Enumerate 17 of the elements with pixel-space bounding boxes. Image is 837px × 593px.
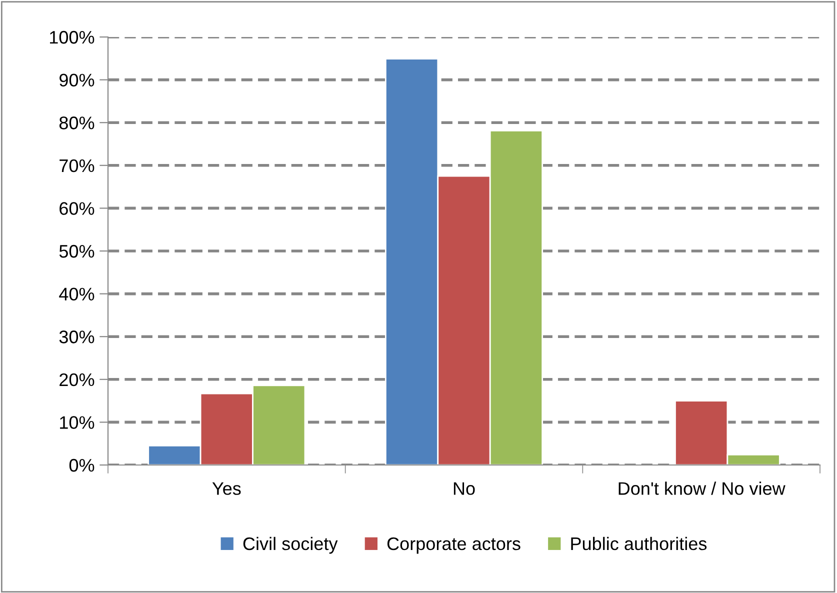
y-tick-label: 10% — [60, 416, 94, 429]
y-tick-label: 30% — [59, 330, 94, 344]
y-tick-label: 100% — [50, 30, 94, 44]
y-tick-label: 40% — [59, 288, 94, 301]
y-tick-label: 50% — [59, 244, 94, 258]
legend-label: Civil society — [243, 536, 338, 554]
y-tick-label: 70% — [60, 159, 94, 172]
legend-label: Corporate actors — [387, 537, 520, 554]
legend-label: Public authorities — [571, 536, 707, 550]
x-tick-label: No — [454, 482, 475, 495]
x-tick-label: Yes — [212, 482, 241, 495]
y-tick-label: 80% — [59, 116, 94, 130]
y-tick-label: 60% — [60, 202, 94, 215]
y-tick-label: 0% — [69, 458, 94, 472]
y-tick-label: 20% — [60, 373, 94, 386]
y-tick-label: 90% — [60, 74, 94, 87]
x-tick-label: Don't know / No view — [618, 482, 786, 495]
